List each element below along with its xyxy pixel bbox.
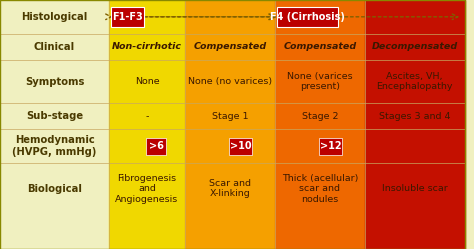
FancyBboxPatch shape	[146, 138, 166, 155]
Text: Hemodynamic
(HVPG, mmHg): Hemodynamic (HVPG, mmHg)	[12, 135, 97, 157]
Text: Stage 2: Stage 2	[301, 112, 338, 121]
Text: F4 (Cirrhosis): F4 (Cirrhosis)	[270, 12, 345, 22]
Bar	[109, 0, 185, 249]
Text: Histological: Histological	[21, 12, 88, 22]
Text: Fibrogenesis
and
Angiogenesis: Fibrogenesis and Angiogenesis	[115, 174, 179, 203]
Text: Sub-stage: Sub-stage	[26, 111, 83, 122]
Text: Compensated: Compensated	[283, 42, 356, 51]
FancyBboxPatch shape	[277, 7, 338, 27]
Text: None: None	[135, 77, 159, 86]
Text: -: -	[145, 112, 149, 121]
Text: F1-F3: F1-F3	[112, 12, 143, 22]
Text: Scar and
X-linking: Scar and X-linking	[209, 179, 251, 198]
Text: >12: >12	[320, 141, 342, 151]
Text: Compensated: Compensated	[193, 42, 266, 51]
Text: None (varices
present): None (varices present)	[287, 72, 353, 91]
Text: Stages 3 and 4: Stages 3 and 4	[379, 112, 450, 121]
Text: Insoluble scar: Insoluble scar	[382, 184, 447, 193]
Text: Biological: Biological	[27, 184, 82, 194]
FancyBboxPatch shape	[229, 138, 252, 155]
Text: Symptoms: Symptoms	[25, 76, 84, 87]
Text: None (no varices): None (no varices)	[188, 77, 272, 86]
Bar	[0, 0, 109, 249]
Text: >6: >6	[149, 141, 164, 151]
Text: >10: >10	[230, 141, 252, 151]
Text: Decompensated: Decompensated	[372, 42, 458, 51]
Text: Non-cirrhotic: Non-cirrhotic	[112, 42, 182, 51]
Text: Clinical: Clinical	[34, 42, 75, 52]
FancyBboxPatch shape	[111, 7, 144, 27]
Bar	[275, 0, 365, 249]
Text: Stage 1: Stage 1	[211, 112, 248, 121]
Text: Ascites, VH,
Encephalopathy: Ascites, VH, Encephalopathy	[376, 72, 453, 91]
FancyBboxPatch shape	[319, 138, 342, 155]
Bar	[185, 0, 275, 249]
Text: Thick (acellular)
scar and
nodules: Thick (acellular) scar and nodules	[282, 174, 358, 203]
Bar	[365, 0, 465, 249]
